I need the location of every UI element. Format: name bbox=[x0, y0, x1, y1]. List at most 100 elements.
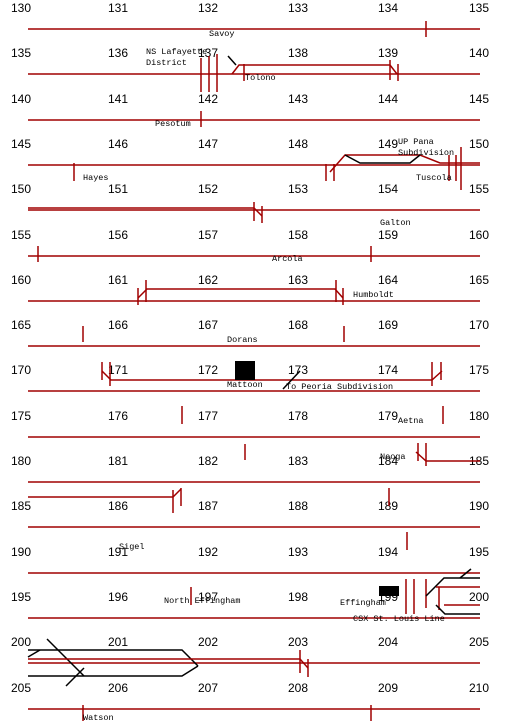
milepost-label: 187 bbox=[198, 499, 218, 513]
milepost-label: 210 bbox=[469, 681, 489, 695]
station-labels: Savoy NS Lafayette District Tolono Pesot… bbox=[83, 29, 454, 723]
effingham-station-building bbox=[379, 586, 399, 596]
siding-track bbox=[28, 488, 182, 498]
milepost-label: 150 bbox=[469, 137, 489, 151]
milepost-label: 181 bbox=[108, 454, 128, 468]
milepost-label: 180 bbox=[11, 454, 31, 468]
station-hayes: Hayes bbox=[83, 173, 109, 183]
milepost-label: 165 bbox=[11, 318, 31, 332]
milepost-label: 200 bbox=[469, 590, 489, 604]
station-mattoon: Mattoon bbox=[227, 380, 263, 390]
milepost-label: 203 bbox=[288, 635, 308, 649]
milepost-label: 190 bbox=[469, 499, 489, 513]
milepost-label: 162 bbox=[198, 273, 218, 287]
milepost-label: 136 bbox=[108, 46, 128, 60]
station-galton: Galton bbox=[380, 218, 411, 228]
station-dorans: Dorans bbox=[227, 335, 258, 345]
milepost-label: 145 bbox=[11, 137, 31, 151]
milepost-label: 184 bbox=[378, 454, 398, 468]
milepost-label: 195 bbox=[469, 545, 489, 559]
milepost-label: 171 bbox=[108, 363, 128, 377]
milepost-label: 208 bbox=[288, 681, 308, 695]
main-tracks bbox=[28, 28, 480, 710]
milepost-label: 140 bbox=[469, 46, 489, 60]
milepost-label: 131 bbox=[108, 1, 128, 15]
milepost-label: 167 bbox=[198, 318, 218, 332]
station-north-effingham: North Effingham bbox=[164, 596, 241, 606]
station-neoga: Neoga bbox=[380, 452, 406, 462]
station-arcola: Arcola bbox=[272, 254, 303, 264]
junction-to-peoria: To Peoria Subdivision bbox=[286, 382, 393, 392]
milepost-label: 207 bbox=[198, 681, 218, 695]
connecting-track bbox=[227, 55, 237, 66]
station-humboldt: Humboldt bbox=[353, 290, 394, 300]
milepost-label: 186 bbox=[108, 499, 128, 513]
milepost-label: 146 bbox=[108, 137, 128, 151]
milepost-label: 157 bbox=[198, 228, 218, 242]
milepost-label: 138 bbox=[288, 46, 308, 60]
milepost-label: 201 bbox=[108, 635, 128, 649]
milepost-label: 193 bbox=[288, 545, 308, 559]
station-watson: Watson bbox=[83, 713, 114, 723]
station-sigel: Sigel bbox=[119, 542, 145, 552]
milepost-label: 178 bbox=[288, 409, 308, 423]
siding-track bbox=[28, 207, 263, 217]
milepost-label: 206 bbox=[108, 681, 128, 695]
milepost-label: 142 bbox=[198, 92, 218, 106]
milepost-label: 175 bbox=[11, 409, 31, 423]
milepost-label: 161 bbox=[108, 273, 128, 287]
milepost-label: 132 bbox=[198, 1, 218, 15]
milepost-label: 154 bbox=[378, 182, 398, 196]
milepost-label: 152 bbox=[198, 182, 218, 196]
to-peoria-branch bbox=[282, 370, 301, 390]
milepost-label: 160 bbox=[469, 228, 489, 242]
milepost-label: 169 bbox=[378, 318, 398, 332]
milepost-label: 139 bbox=[378, 46, 398, 60]
station-aetna: Aetna bbox=[398, 416, 424, 426]
junction-district: District bbox=[146, 58, 187, 68]
yard-track bbox=[459, 568, 472, 579]
milepost-label: 135 bbox=[469, 1, 489, 15]
milepost-label: 153 bbox=[288, 182, 308, 196]
yard-track bbox=[425, 577, 480, 597]
milepost-label: 155 bbox=[11, 228, 31, 242]
milepost-label: 177 bbox=[198, 409, 218, 423]
milepost-label: 176 bbox=[108, 409, 128, 423]
junction-subdivision: Subdivision bbox=[398, 148, 454, 158]
milepost-label: 145 bbox=[469, 92, 489, 106]
milepost-label: 185 bbox=[11, 499, 31, 513]
milepost-label: 198 bbox=[288, 590, 308, 604]
milepost-label: 164 bbox=[378, 273, 398, 287]
milepost-label: 130 bbox=[11, 1, 31, 15]
milepost-label: 137 bbox=[198, 46, 218, 60]
milepost-label: 135 bbox=[11, 46, 31, 60]
milepost-label: 191 bbox=[108, 545, 128, 559]
milepost-label: 195 bbox=[11, 590, 31, 604]
up-pana-track bbox=[344, 154, 421, 164]
milepost-label: 197 bbox=[198, 590, 218, 604]
siding-track bbox=[137, 288, 344, 299]
milepost-label: 163 bbox=[288, 273, 308, 287]
milepost-label: 204 bbox=[378, 635, 398, 649]
milepost-label: 180 bbox=[469, 409, 489, 423]
milepost-label: 192 bbox=[198, 545, 218, 559]
milepost-label: 160 bbox=[11, 273, 31, 287]
crossover bbox=[27, 649, 41, 658]
milepost-label: 149 bbox=[378, 137, 398, 151]
milepost-labels: 130 131 132 133 134 135 135 136 137 138 139 140 140 1… bbox=[11, 1, 489, 695]
milepost-label: 165 bbox=[469, 273, 489, 287]
crossover bbox=[46, 638, 85, 677]
station-savoy: Savoy bbox=[209, 29, 235, 39]
siding-track bbox=[231, 64, 398, 75]
milepost-label: 133 bbox=[288, 1, 308, 15]
milepost-label: 194 bbox=[378, 545, 398, 559]
milepost-label: 144 bbox=[378, 92, 398, 106]
yard-track bbox=[435, 604, 480, 615]
milepost-label: 189 bbox=[378, 499, 398, 513]
milepost-label: 155 bbox=[469, 182, 489, 196]
milepost-label: 173 bbox=[288, 363, 308, 377]
milepost-label: 174 bbox=[378, 363, 398, 377]
station-effingham: Effingham bbox=[340, 598, 386, 608]
milepost-label: 170 bbox=[469, 318, 489, 332]
